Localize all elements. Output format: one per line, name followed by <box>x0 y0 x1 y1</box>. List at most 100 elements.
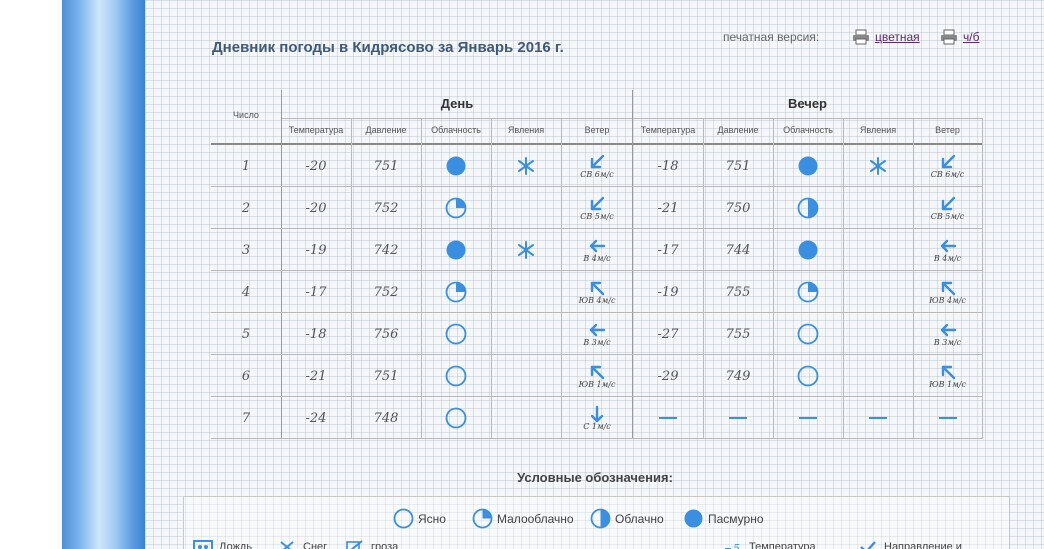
wind-label: ЮВ 1м/с <box>929 380 966 389</box>
evening-wind: В 3м/с <box>913 313 982 355</box>
sw-arrow-wind-icon <box>941 196 955 211</box>
svg-text:5: 5 <box>733 542 740 549</box>
page-margin <box>0 0 62 549</box>
evening-cloudiness <box>773 397 843 439</box>
day-pressure: 752 <box>373 284 399 300</box>
partly-cloud-icon <box>445 281 467 303</box>
nw-arrow-wind-icon <box>941 281 955 296</box>
header-evening-col: Явления <box>859 125 897 135</box>
day-number: 4 <box>241 284 251 300</box>
evening-pressure: 755 <box>725 284 751 300</box>
print-version-label: печатная версия: <box>723 30 820 44</box>
nw-arrow-wind-icon <box>941 365 955 380</box>
wind-label: В 4м/с <box>933 254 962 263</box>
day-cloudiness <box>421 229 491 271</box>
snow-icon <box>518 241 534 259</box>
header-day-col: Давление <box>365 125 407 135</box>
day-wind: В 4м/с <box>561 229 633 271</box>
sw-arrow-wind-icon <box>590 154 605 169</box>
nw-arrow-wind-icon <box>590 281 605 296</box>
legend-wind: Направление и <box>858 540 962 549</box>
legend-label: гроза <box>371 541 399 549</box>
overcast-cloud-icon <box>798 156 818 176</box>
column-rule <box>491 118 492 439</box>
day-temperature: -24 <box>305 410 327 426</box>
column-rule <box>351 118 352 439</box>
legend-label: Пасмурно <box>708 511 764 526</box>
legend-label: Температура <box>749 541 816 549</box>
print-bw-label[interactable]: ч/б <box>963 30 980 44</box>
wind-label: СВ 5м/с <box>580 212 614 221</box>
evening-pressure: 750 <box>725 200 751 216</box>
day-cloudiness <box>421 145 491 187</box>
overcast-cloud-icon <box>446 156 466 176</box>
print-color-link[interactable]: цветная <box>852 28 920 46</box>
clear-cloud-icon <box>393 508 414 529</box>
day-pressure: 751 <box>373 158 399 174</box>
day-wind: ЮВ 1м/с <box>561 355 633 397</box>
evening-phenomena <box>843 145 913 187</box>
storm-icon <box>346 540 363 549</box>
evening-wind: ЮВ 1м/с <box>913 355 982 397</box>
evening-temperature: -17 <box>657 242 679 258</box>
evening-temperature: -19 <box>657 284 679 300</box>
day-wind: СВ 5м/с <box>561 187 633 229</box>
evening-cloudiness <box>773 229 843 271</box>
snow-icon <box>870 157 886 175</box>
evening-wind: СВ 5м/с <box>913 187 982 229</box>
day-pressure: 742 <box>373 242 399 258</box>
w-arrow-wind-icon <box>940 323 956 337</box>
header-day-col: Ветер <box>584 125 610 135</box>
day-cloudiness <box>421 355 491 397</box>
column-rule <box>773 118 774 439</box>
day-pressure: 752 <box>373 200 399 216</box>
evening-cloudiness <box>773 145 843 187</box>
header-bottom-rule <box>211 143 982 145</box>
wind-label: В 4м/с <box>583 254 611 263</box>
printer-icon <box>853 29 869 45</box>
evening-wind <box>913 397 982 439</box>
day-phenomena <box>491 313 561 355</box>
wind-label: ЮВ 1м/с <box>578 380 616 389</box>
evening-temperature <box>633 397 703 439</box>
column-rule <box>982 118 983 439</box>
evening-wind: В 4м/с <box>913 229 982 271</box>
clear-cloud-icon <box>445 323 467 345</box>
wind-label: С 1м/с <box>583 422 611 431</box>
overcast-cloud-icon <box>446 240 466 260</box>
legend-label: Ясно <box>418 511 446 526</box>
temp-icon: 5 <box>725 542 740 549</box>
evening-phenomena <box>843 313 913 355</box>
day-phenomena <box>491 229 561 271</box>
evening-pressure <box>703 397 773 439</box>
header-group-evening: Вечер <box>787 96 827 111</box>
evening-pressure: 744 <box>725 242 751 258</box>
legend-storm: гроза <box>345 540 398 549</box>
evening-pressure: 749 <box>725 368 751 384</box>
day-phenomena <box>491 397 561 439</box>
evening-phenomena <box>843 397 913 439</box>
day-number: 2 <box>241 200 251 216</box>
evening-wind: СВ 6м/с <box>913 145 982 187</box>
print-bw-link[interactable]: ч/б <box>940 28 979 46</box>
column-rule <box>421 118 422 439</box>
wind-label: В 3м/с <box>583 338 611 347</box>
row-rule <box>211 186 982 187</box>
wind-label: ЮВ 4м/с <box>929 296 966 305</box>
overcast-cloud-icon <box>798 240 818 260</box>
legend-label: Направление и <box>884 541 962 549</box>
day-wind: В 3м/с <box>561 313 633 355</box>
day-wind: СВ 6м/с <box>561 145 633 187</box>
cloudy-cloud-icon <box>797 197 819 219</box>
group-divider <box>281 90 282 439</box>
evening-pressure: 751 <box>725 158 751 174</box>
header-evening-col: Давление <box>717 125 759 135</box>
legend-cloudy: Облачно <box>590 508 664 529</box>
row-rule <box>211 354 982 355</box>
evening-cloudiness <box>773 313 843 355</box>
print-color-label[interactable]: цветная <box>875 30 920 44</box>
header-evening-col: Ветер <box>935 125 960 135</box>
legend-box <box>183 496 1010 549</box>
header-evening-col: Температура <box>640 125 696 135</box>
wind-label: СВ 5м/с <box>930 212 965 221</box>
